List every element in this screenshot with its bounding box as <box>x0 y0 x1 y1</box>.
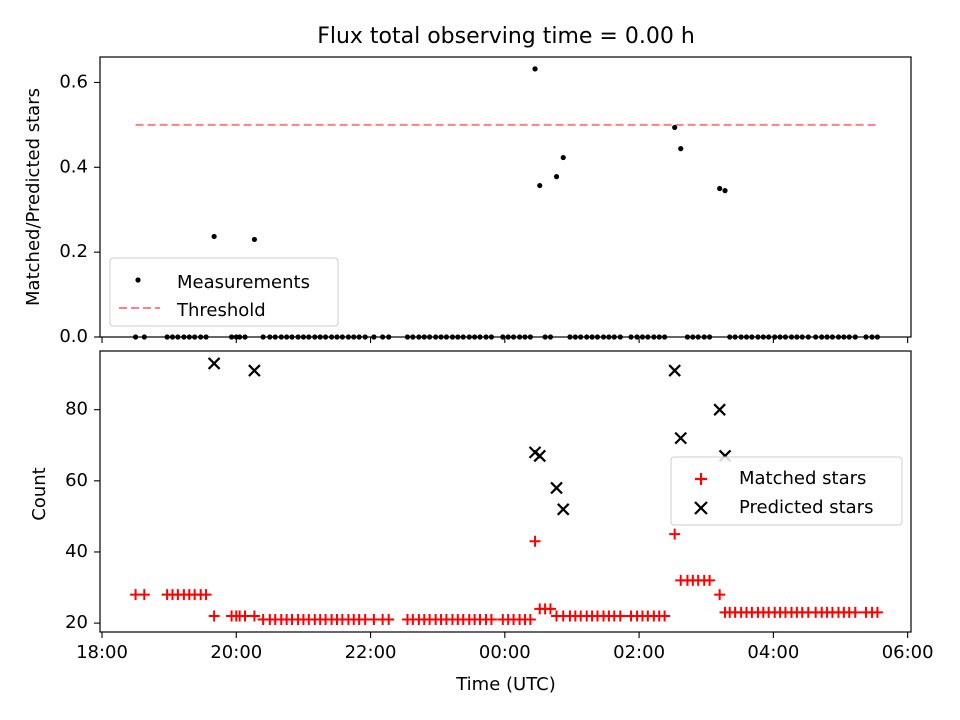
top-plot-frame <box>99 56 912 338</box>
bottom-axis-ticks: 20 40 60 80 18:00 20:00 22:00 00:00 02:00 04:00 06… <box>65 399 933 663</box>
top-ylabel: Matched/Predicted stars <box>23 88 44 306</box>
measurement-point <box>532 66 538 72</box>
measurement-point <box>553 174 560 180</box>
bottom-legend-box <box>670 456 903 526</box>
legend-matched-label: Matched stars <box>739 468 866 489</box>
matched-star-marker <box>849 606 861 618</box>
xtick-label: 02:00 <box>613 642 665 663</box>
legend-predicted-label: Predicted stars <box>739 497 873 518</box>
matched-star-marker <box>669 528 681 540</box>
matched-star-marker <box>383 614 395 626</box>
top-ytick-label: 0.0 <box>59 326 88 347</box>
matched-star-marker <box>704 574 716 586</box>
xtick-label: 20:00 <box>210 642 262 663</box>
predicted-star-marker <box>533 449 547 463</box>
predicted-star-marker <box>713 403 726 416</box>
measurement-point <box>722 188 728 194</box>
predicted-star-marker <box>207 357 221 370</box>
legend-measurements-marker <box>135 277 141 283</box>
x-axis-label: Time (UTC) <box>455 674 556 695</box>
matched-star-marker <box>138 589 150 601</box>
bottom-plot-frame <box>99 350 912 633</box>
measurement-point <box>678 146 684 152</box>
matched-star-marker <box>524 614 536 626</box>
matched-star-marker <box>659 610 671 622</box>
top-ytick-label: 0.2 <box>59 241 88 262</box>
bottom-ytick-label: 60 <box>65 470 88 491</box>
top-legend-box <box>109 257 339 327</box>
predicted-star-marker <box>668 364 681 377</box>
bottom-ytick-label: 80 <box>65 399 88 420</box>
top-ytick-label: 0.4 <box>59 156 88 177</box>
measurement-point <box>211 233 217 240</box>
top-legend: Measurements Threshold <box>109 257 339 327</box>
measurement-point <box>251 236 258 243</box>
bottom-panel-count-plot: 20 40 60 80 18:00 20:00 22:00 00:00 02:00 04:00 06… <box>29 350 934 695</box>
matched-star-marker <box>248 610 260 622</box>
legend-threshold-label: Threshold <box>176 300 266 321</box>
matched-star-marker <box>871 606 883 618</box>
predicted-star-marker <box>550 481 563 495</box>
top-panel-ratio-plot: 0.0 0.2 0.4 0.6 Matched/Predicted stars Mea… <box>23 56 912 347</box>
matched-star-marker <box>200 589 212 601</box>
matched-star-marker <box>714 589 726 601</box>
matched-star-marker <box>529 535 541 547</box>
xtick-label: 18:00 <box>76 642 128 663</box>
predicted-star-marker <box>674 431 688 445</box>
measurement-point <box>717 185 723 192</box>
bottom-ytick-label: 20 <box>65 612 88 633</box>
bottom-series-layer <box>130 357 883 626</box>
matched-star-marker <box>239 610 251 622</box>
matched-star-marker <box>544 603 556 615</box>
figure-title: Flux total observing time = 0.00 h <box>317 24 695 49</box>
predicted-star-marker <box>556 503 570 516</box>
measurement-point <box>537 182 543 189</box>
xtick-label: 04:00 <box>747 642 799 663</box>
matched-star-marker <box>614 610 626 622</box>
bottom-ylabel: Count <box>29 467 50 520</box>
legend-predicted-marker <box>694 501 708 515</box>
xtick-label: 22:00 <box>345 642 397 663</box>
legend-measurements-label: Measurements <box>177 272 310 293</box>
legend-matched-marker <box>695 473 707 485</box>
predicted-star-marker <box>248 364 261 377</box>
bottom-legend: Matched stars Predicted stars <box>670 456 903 526</box>
xtick-label: 06:00 <box>882 642 934 663</box>
top-ytick-label: 0.6 <box>59 71 88 92</box>
matched-star-marker <box>485 614 497 626</box>
xtick-label: 00:00 <box>479 642 531 663</box>
bottom-ytick-label: 40 <box>65 541 88 562</box>
matched-star-marker <box>208 610 220 622</box>
measurement-point <box>672 124 678 131</box>
measurement-point <box>560 154 566 161</box>
top-axis-ticks: 0.0 0.2 0.4 0.6 <box>59 71 909 347</box>
